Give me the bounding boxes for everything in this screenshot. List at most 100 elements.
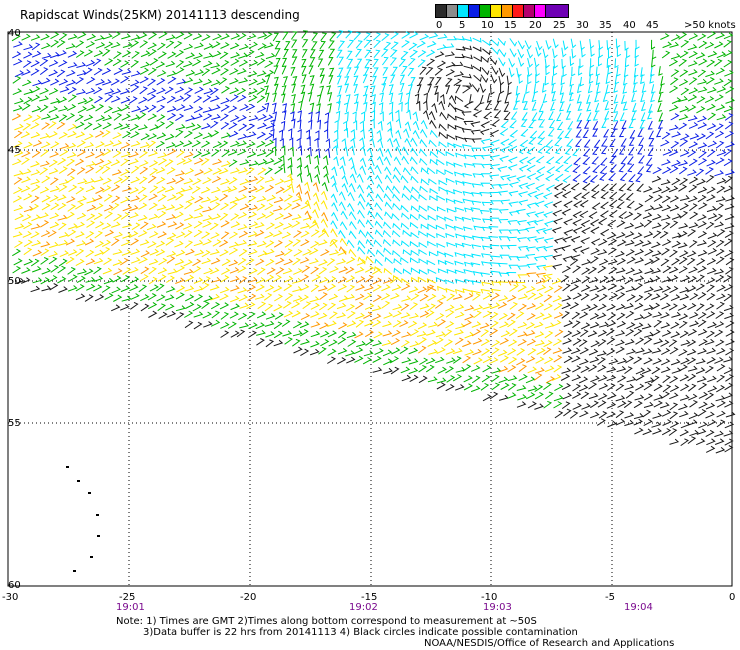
wind-barb xyxy=(256,213,267,221)
wind-barb xyxy=(112,140,123,147)
wind-barb xyxy=(166,250,177,258)
wind-barb xyxy=(263,292,273,301)
wind-barb xyxy=(605,84,610,95)
wind-barb xyxy=(264,203,274,211)
wind-barb xyxy=(572,265,581,274)
wind-barb xyxy=(489,217,500,222)
wind-barb xyxy=(220,330,230,338)
wind-barb xyxy=(112,169,122,176)
wind-barb xyxy=(50,202,60,211)
wind-barb xyxy=(653,400,663,408)
wind-barb xyxy=(374,202,383,211)
wind-barb xyxy=(634,427,644,435)
wind-barb xyxy=(498,365,509,373)
wind-barb xyxy=(714,321,725,329)
wind-barb xyxy=(572,218,582,226)
wind-barb xyxy=(372,340,383,347)
wind-barb xyxy=(325,138,331,149)
wind-barb xyxy=(230,140,240,148)
wind-barb xyxy=(679,429,690,437)
wind-barb xyxy=(360,146,366,156)
wind-barb xyxy=(139,40,149,48)
wind-barb xyxy=(536,40,543,51)
wind-barb xyxy=(428,77,435,86)
wind-barb xyxy=(357,256,366,265)
wind-barb xyxy=(581,304,591,312)
wind-barb xyxy=(366,184,374,194)
wind-barb xyxy=(587,83,593,94)
wind-barb xyxy=(472,173,483,178)
wind-barb xyxy=(661,195,671,204)
wind-barb xyxy=(518,293,528,300)
wind-barb xyxy=(609,138,616,147)
wind-barb xyxy=(58,105,68,112)
wind-barb xyxy=(489,154,500,161)
wind-barb xyxy=(410,257,419,264)
wind-barb xyxy=(40,149,49,157)
wind-barb xyxy=(610,128,617,137)
wind-barb xyxy=(381,293,391,301)
wind-barb xyxy=(470,121,481,127)
wind-barb xyxy=(724,223,735,230)
wind-barb xyxy=(148,150,159,157)
wind-barb xyxy=(93,275,104,282)
wind-barb xyxy=(41,141,51,149)
wind-barb xyxy=(723,158,733,167)
wind-barb xyxy=(455,242,465,248)
wind-barb xyxy=(191,140,201,148)
wind-barb xyxy=(508,201,519,207)
wind-barb xyxy=(650,67,655,77)
wind-barb xyxy=(714,78,724,85)
wind-barb xyxy=(687,373,697,382)
legend-label-30: 30 xyxy=(576,20,589,31)
wind-barb xyxy=(65,43,76,50)
wind-barb xyxy=(375,249,385,257)
wind-barb xyxy=(390,49,398,58)
wind-barb xyxy=(705,402,716,410)
wind-barb xyxy=(698,40,708,49)
wind-barb xyxy=(23,247,33,256)
wind-barb xyxy=(383,312,393,319)
wind-barb xyxy=(472,293,481,301)
wind-barb xyxy=(228,105,238,113)
wind-barb xyxy=(237,148,247,156)
wind-barb xyxy=(273,65,279,75)
wind-barb xyxy=(417,286,428,294)
wind-barb xyxy=(358,193,366,203)
wind-barb xyxy=(418,213,427,221)
wind-barb xyxy=(66,152,77,159)
wind-barb xyxy=(463,375,473,383)
wind-barb xyxy=(624,211,634,219)
wind-barb xyxy=(392,185,400,194)
wind-barb xyxy=(615,303,626,311)
wind-barb xyxy=(613,94,619,104)
wind-barb xyxy=(606,366,617,373)
wind-barb xyxy=(571,347,581,355)
wind-barb xyxy=(39,133,50,140)
wind-barb xyxy=(112,259,123,266)
wind-barb xyxy=(248,248,258,256)
wind-barb xyxy=(120,158,129,167)
wind-barb xyxy=(202,132,213,140)
wind-barb xyxy=(580,284,591,292)
wind-barb xyxy=(381,284,391,292)
wind-barb xyxy=(193,95,203,104)
wind-barb xyxy=(58,32,68,41)
wind-barb xyxy=(147,42,158,50)
wind-barb xyxy=(669,402,679,411)
wind-barb xyxy=(658,112,664,122)
wind-barb xyxy=(661,347,671,356)
wind-barb xyxy=(534,200,545,207)
wind-barb xyxy=(336,312,347,319)
wind-barb xyxy=(131,106,142,113)
wind-barb xyxy=(93,257,104,265)
wind-barb xyxy=(148,67,157,76)
wind-barb xyxy=(314,173,321,184)
wind-barb xyxy=(725,86,735,94)
wind-barb xyxy=(615,38,621,49)
wind-barb xyxy=(111,238,120,247)
wind-barb xyxy=(698,158,708,166)
wind-barb xyxy=(274,76,279,86)
wind-barb xyxy=(157,70,167,77)
wind-barb xyxy=(245,103,256,112)
